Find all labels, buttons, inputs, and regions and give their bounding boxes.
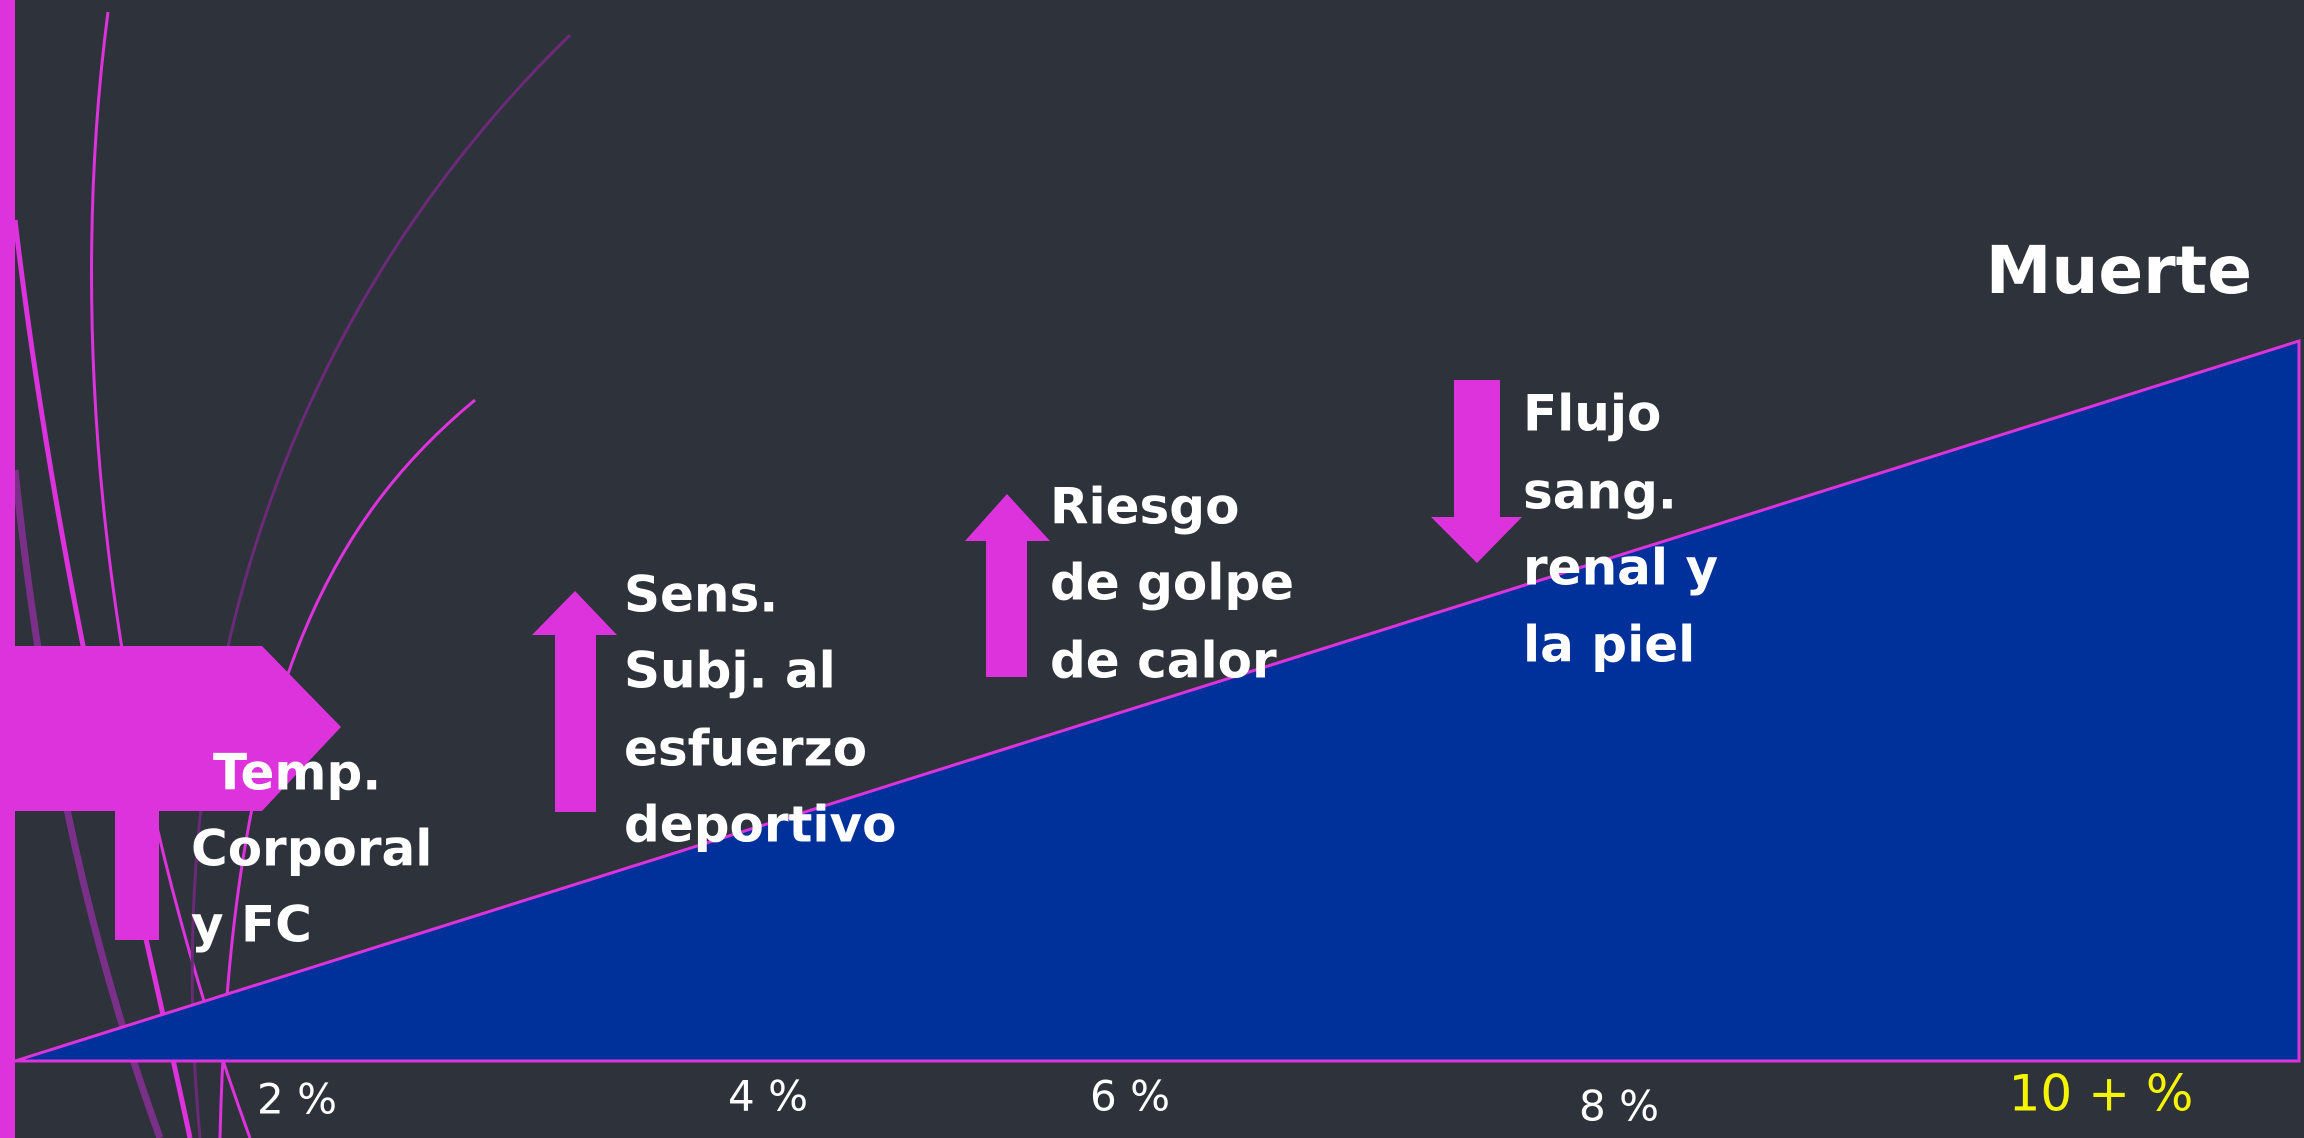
effect-label: Temp. <box>213 744 381 802</box>
effect-label: y FC <box>191 896 312 954</box>
effect-label: esfuerzo <box>624 720 867 778</box>
effect-label: Corporal <box>191 820 432 878</box>
axis-label: 8 % <box>1579 1082 1659 1131</box>
effect-label: de calor <box>1050 632 1277 690</box>
axis-label: 6 % <box>1090 1072 1170 1121</box>
title: Muerte <box>1986 232 2252 309</box>
effect-label: renal y <box>1523 539 1718 597</box>
effect-label: Riesgo <box>1050 478 1239 536</box>
page: Muerte Temp. Corporal y FC Sens. Subj. a… <box>0 0 2304 1138</box>
effect-label: sang. <box>1523 463 1677 521</box>
effect-label: Sens. <box>624 566 778 624</box>
axis-label: 4 % <box>728 1072 808 1121</box>
left-bar <box>0 0 15 1138</box>
effect-label: deportivo <box>624 796 897 854</box>
effect-label: la piel <box>1523 616 1695 674</box>
effect-label: de golpe <box>1050 554 1294 612</box>
axis-label: 2 % <box>257 1075 337 1124</box>
slide: Muerte Temp. Corporal y FC Sens. Subj. a… <box>0 0 2304 1138</box>
effect-label: Flujo <box>1523 385 1661 443</box>
effect-label: Subj. al <box>624 642 836 700</box>
axis-label: 10 + % <box>2009 1065 2194 1123</box>
